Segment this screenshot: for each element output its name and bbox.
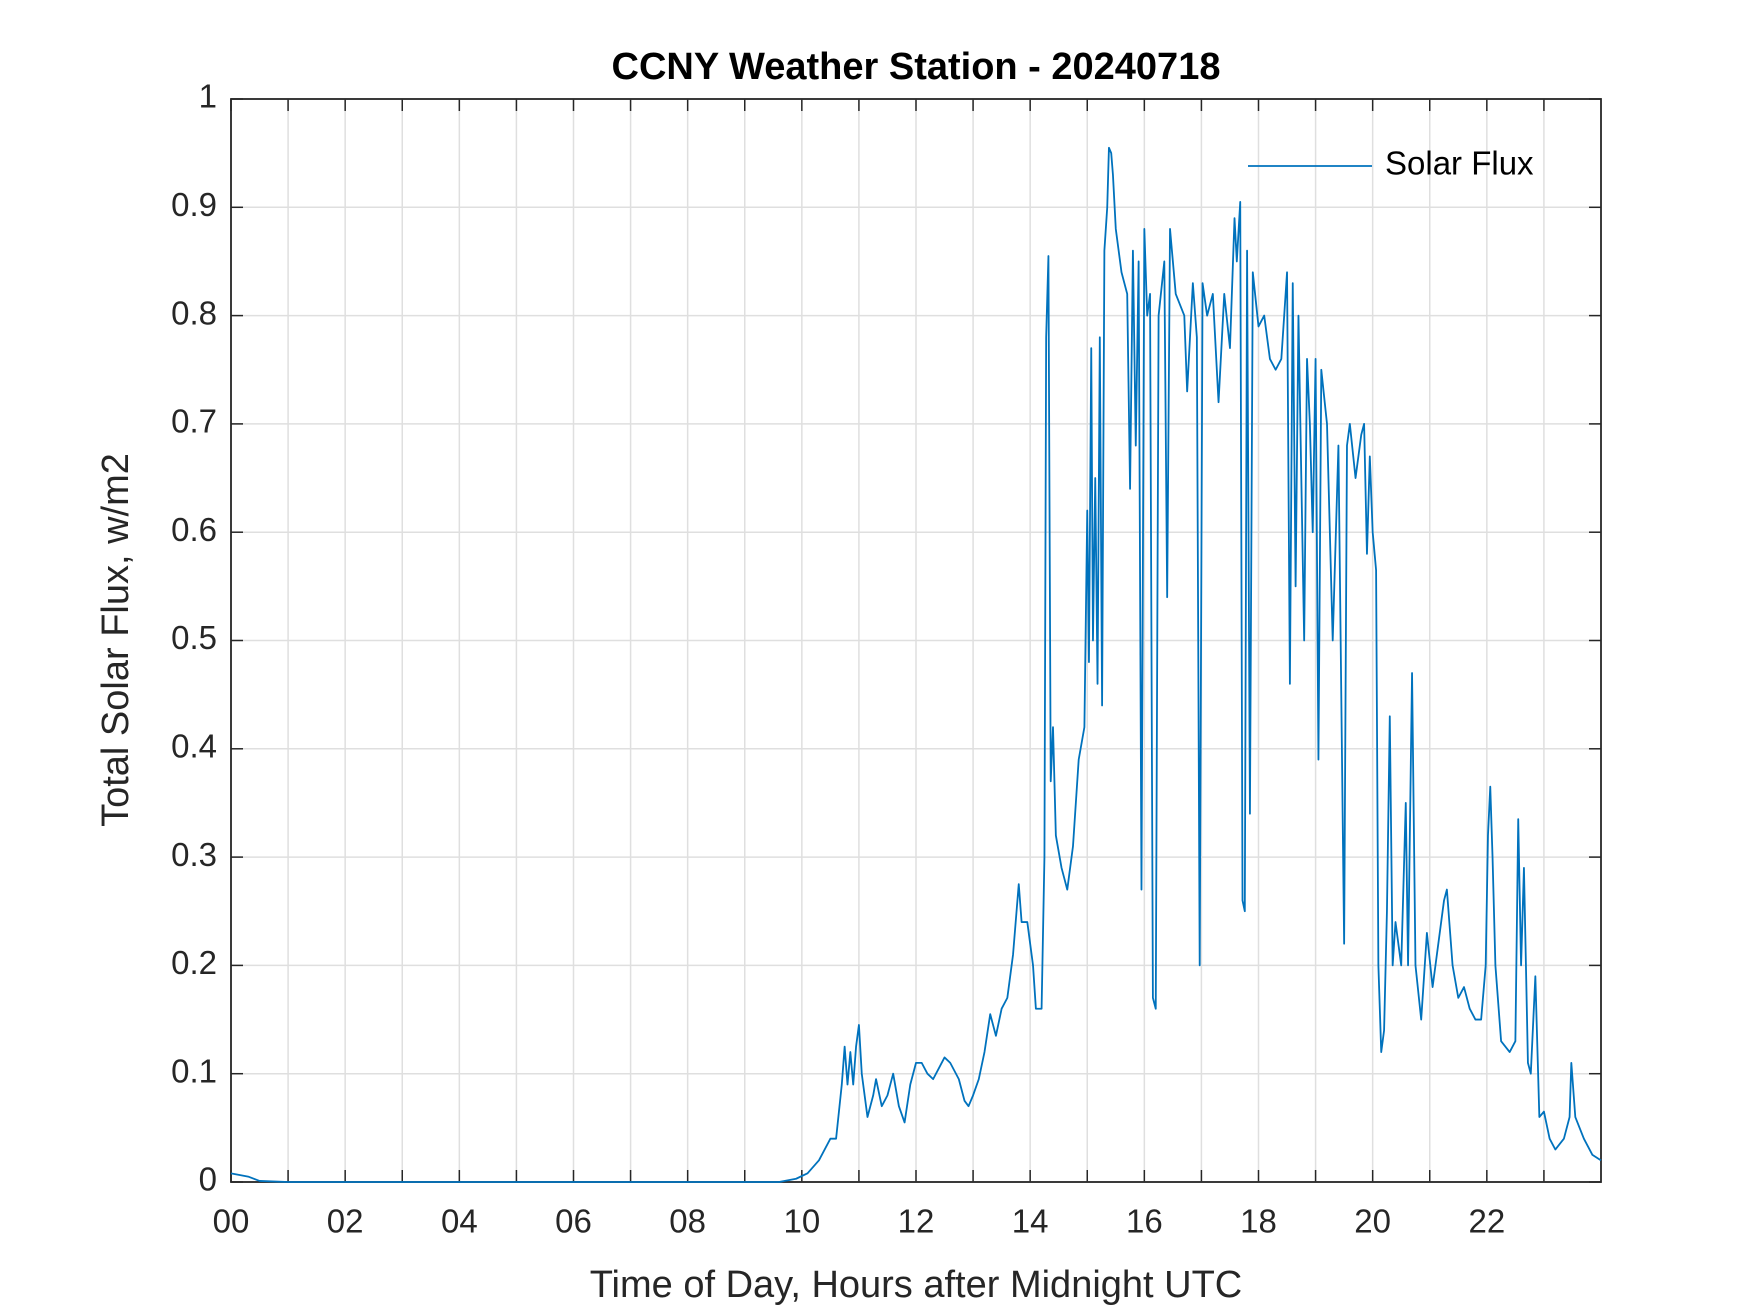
y-axis-label: Total Solar Flux, w/m2 xyxy=(95,453,137,827)
x-tick-label: 12 xyxy=(898,1203,935,1240)
x-tick-label: 00 xyxy=(213,1203,250,1240)
y-tick-label: 0.5 xyxy=(171,619,217,656)
x-tick-label: 10 xyxy=(783,1203,820,1240)
x-tick-label: 08 xyxy=(669,1203,706,1240)
chart-title: CCNY Weather Station - 20240718 xyxy=(612,46,1221,88)
x-tick-label: 20 xyxy=(1354,1203,1391,1240)
y-tick-label: 0.8 xyxy=(171,294,217,331)
x-tick-label: 06 xyxy=(555,1203,592,1240)
x-tick-label: 02 xyxy=(327,1203,364,1240)
y-tick-label: 0.6 xyxy=(171,511,217,548)
y-tick-label: 0 xyxy=(199,1161,217,1198)
y-tick-label: 0.7 xyxy=(171,403,217,440)
y-tick-label: 1 xyxy=(199,78,217,115)
y-tick-label: 0.9 xyxy=(171,186,217,223)
x-tick-label: 14 xyxy=(1012,1203,1049,1240)
y-tick-label: 0.2 xyxy=(171,944,217,981)
data-line xyxy=(230,146,1602,1183)
plot-frame xyxy=(230,98,1602,1183)
x-tick-label: 04 xyxy=(441,1203,478,1240)
x-tick-label: 18 xyxy=(1240,1203,1277,1240)
y-tick-label: 0.4 xyxy=(171,728,217,765)
y-tick-label: 0.1 xyxy=(171,1052,217,1089)
x-tick-label: 22 xyxy=(1468,1203,1505,1240)
legend-label: Solar Flux xyxy=(1385,145,1534,182)
y-tick-label: 0.3 xyxy=(171,836,217,873)
x-tick-label: 16 xyxy=(1126,1203,1163,1240)
x-axis-label: Time of Day, Hours after Midnight UTC xyxy=(590,1264,1243,1306)
